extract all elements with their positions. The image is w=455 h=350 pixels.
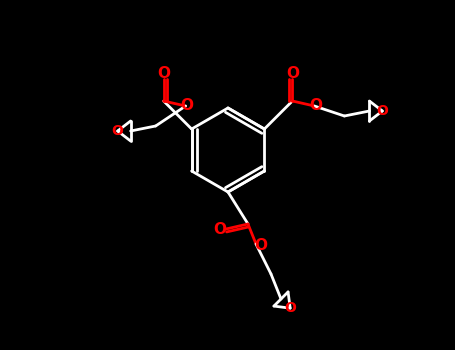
Text: O: O: [286, 66, 299, 82]
Text: O: O: [111, 124, 124, 138]
Text: O: O: [376, 104, 388, 118]
Text: O: O: [254, 238, 268, 253]
Text: O: O: [284, 301, 296, 315]
Text: O: O: [180, 98, 193, 112]
Text: O: O: [213, 222, 227, 237]
Text: O: O: [309, 98, 322, 112]
Text: O: O: [157, 66, 170, 82]
